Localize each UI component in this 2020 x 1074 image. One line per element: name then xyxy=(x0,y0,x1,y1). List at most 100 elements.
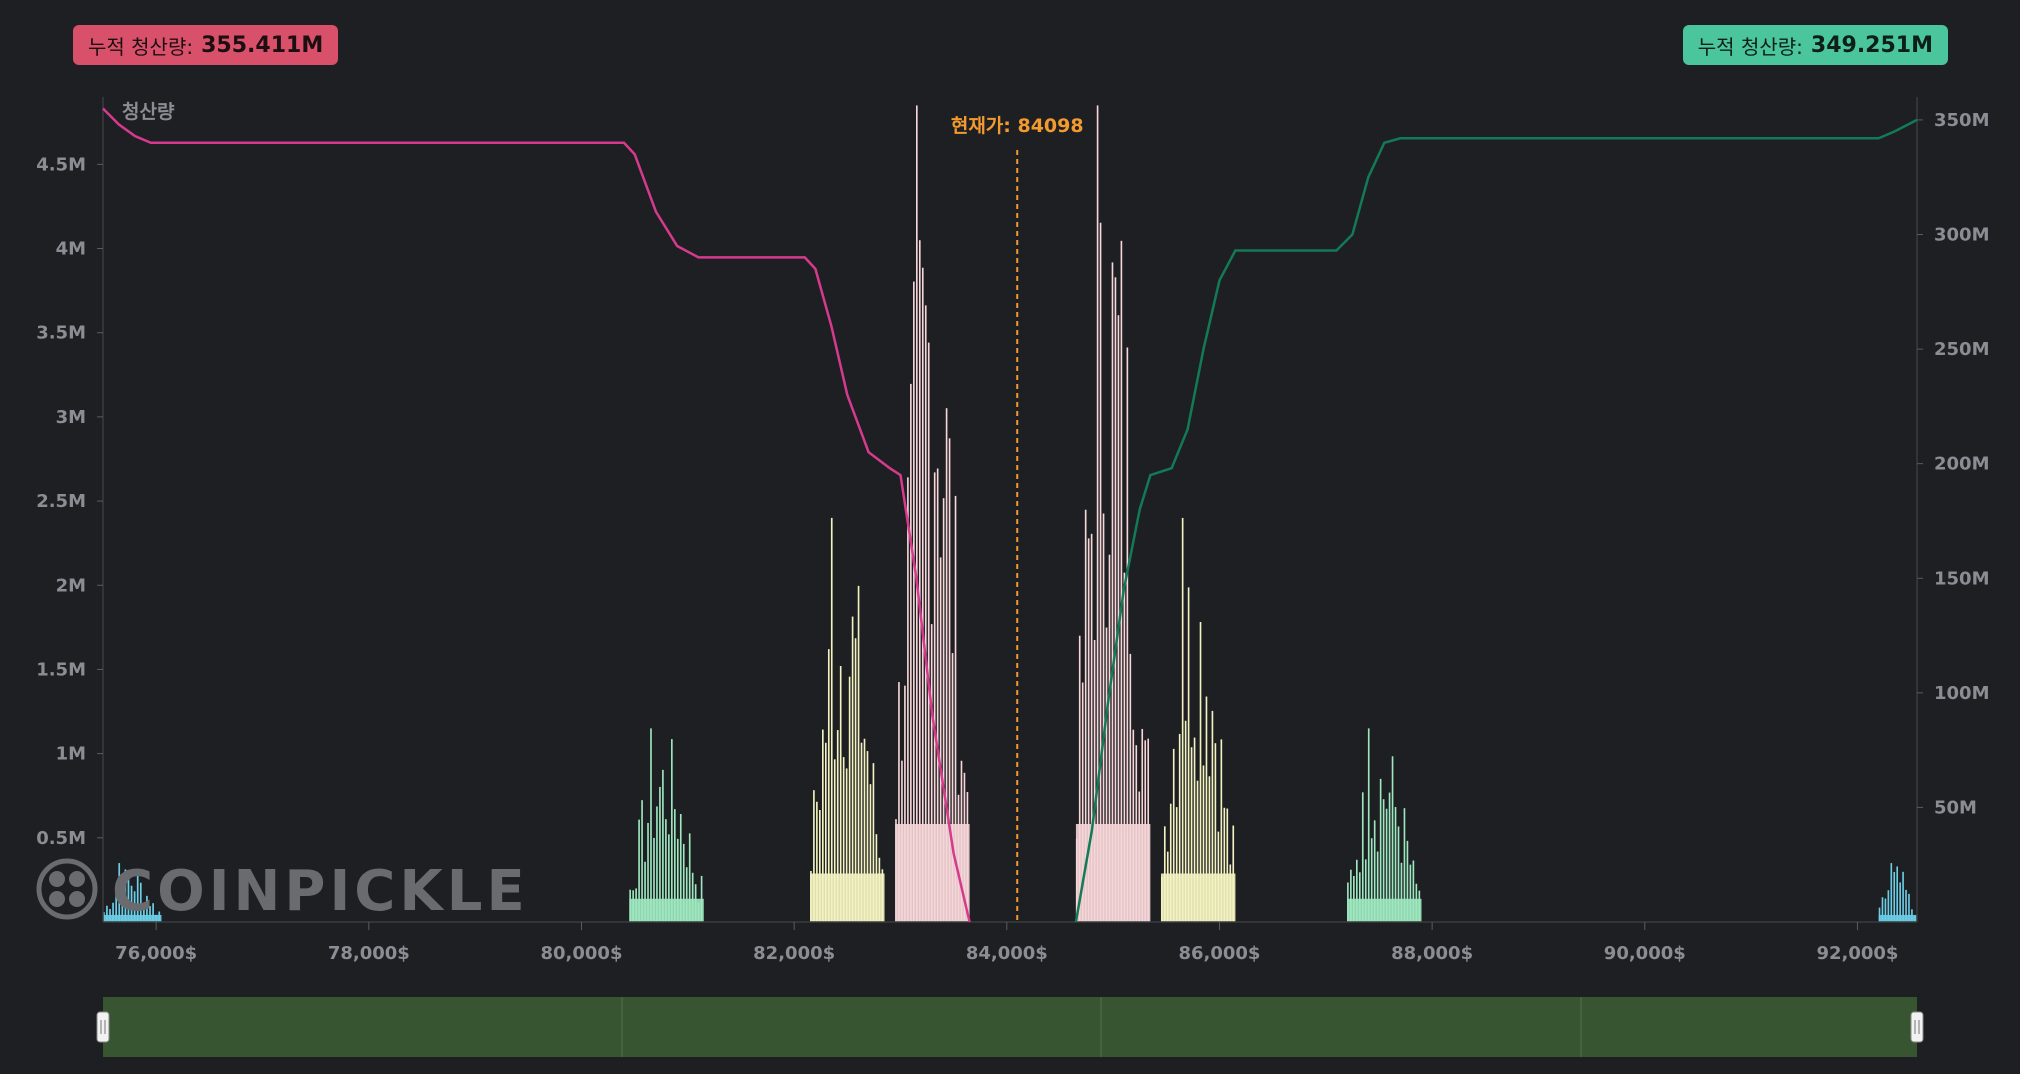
bar xyxy=(124,869,127,922)
watermark-text: COINPICKLE xyxy=(112,859,529,924)
right-badge-value: 349.251M xyxy=(1810,32,1933,58)
bar xyxy=(1184,720,1187,922)
left-badge-value: 355.411M xyxy=(201,32,324,58)
bar xyxy=(1160,877,1163,922)
logo-dot-icon xyxy=(49,871,65,887)
cumulative-lines xyxy=(102,107,1918,923)
bar xyxy=(827,649,830,922)
bar xyxy=(685,867,688,922)
right-axis-tick-label: 100M xyxy=(1934,683,1990,704)
bar xyxy=(924,305,927,922)
x-axis-tick-label: 78,000$ xyxy=(328,943,410,964)
bar xyxy=(1199,621,1202,922)
bar xyxy=(966,792,969,922)
x-axis-tick-label: 90,000$ xyxy=(1604,943,1686,964)
bar xyxy=(854,638,857,922)
bar xyxy=(1914,916,1916,922)
bar xyxy=(115,893,118,922)
navigator-left-handle[interactable] xyxy=(96,1011,110,1043)
bar xyxy=(1208,776,1211,922)
bar xyxy=(895,819,897,922)
bar xyxy=(668,834,670,922)
left-axis-tick-label: 2.5M xyxy=(36,491,86,512)
handle-grip-icon[interactable] xyxy=(1910,1011,1924,1043)
bar xyxy=(1347,882,1349,922)
bar xyxy=(936,468,939,922)
bar xyxy=(878,857,881,922)
left-axis-tick-label: 4M xyxy=(56,239,86,260)
x-axis-tick-label: 82,000$ xyxy=(753,943,835,964)
bar xyxy=(1415,883,1418,922)
bar xyxy=(1190,747,1193,922)
bar xyxy=(916,105,918,923)
bar xyxy=(112,902,114,922)
bar xyxy=(1166,851,1169,922)
bar xyxy=(1388,792,1391,922)
bar xyxy=(1908,893,1910,922)
bar xyxy=(697,902,700,922)
bar xyxy=(1087,538,1090,922)
bar xyxy=(948,438,951,922)
bar xyxy=(676,838,679,922)
bar xyxy=(913,281,915,923)
navigator-right-handle[interactable] xyxy=(1910,1011,1924,1043)
bar xyxy=(638,819,640,922)
x-axis: 76,000$ 78,000$ 80,000$ 82,000$ 84,000$ 86,00… xyxy=(103,921,1917,964)
watermark: COINPICKLE xyxy=(36,858,529,924)
bar xyxy=(848,676,851,922)
bar xyxy=(1355,859,1358,922)
bar xyxy=(1163,826,1166,922)
bar xyxy=(143,903,145,922)
left-axis-tick-label: 0.5M xyxy=(36,828,86,849)
bar xyxy=(644,861,646,922)
handle-grip-icon[interactable] xyxy=(96,1011,110,1043)
bar xyxy=(1169,803,1172,922)
bar xyxy=(1099,222,1102,922)
bar xyxy=(822,729,824,922)
right-axis-tick-label: 250M xyxy=(1934,339,1990,360)
bar xyxy=(121,900,124,922)
bar xyxy=(1887,890,1890,922)
navigator-range[interactable] xyxy=(103,997,1917,1057)
bar xyxy=(1126,347,1129,922)
bar xyxy=(845,768,848,922)
bar xyxy=(857,585,860,922)
bar xyxy=(869,784,872,922)
bar xyxy=(1105,627,1108,922)
bar xyxy=(1400,862,1403,922)
bar xyxy=(1141,728,1144,922)
range-navigator[interactable] xyxy=(96,997,1924,1057)
bar xyxy=(954,495,957,922)
right-axis-tick-label: 300M xyxy=(1934,225,1990,246)
bar xyxy=(1229,864,1232,922)
bar xyxy=(1078,635,1081,922)
bar xyxy=(842,757,845,922)
bar xyxy=(898,682,900,922)
right-axis-tick-label: 350M xyxy=(1934,110,1990,131)
left-axis-tick-label: 3.5M xyxy=(36,323,86,344)
bar xyxy=(824,742,827,922)
bar xyxy=(1217,831,1220,922)
bar xyxy=(1223,807,1226,922)
bar xyxy=(933,472,936,922)
bar xyxy=(810,870,812,922)
bar xyxy=(957,794,960,922)
bar xyxy=(1358,872,1361,922)
bar xyxy=(1084,509,1087,922)
bar xyxy=(930,624,933,922)
bar xyxy=(1391,756,1394,922)
bar xyxy=(1214,743,1217,922)
bar xyxy=(833,759,836,922)
left-axis-tick-label: 1.5M xyxy=(36,659,86,680)
bar xyxy=(659,786,661,922)
bar xyxy=(650,728,652,922)
bar xyxy=(1175,807,1178,922)
bar xyxy=(1418,890,1421,922)
right-cumulative-badge: 누적 청산량: 349.251M xyxy=(1682,25,1948,65)
bar xyxy=(863,738,866,922)
bar xyxy=(1075,838,1078,922)
bar xyxy=(1406,840,1409,922)
bar xyxy=(118,863,121,922)
bar xyxy=(1081,682,1084,922)
bar xyxy=(1178,733,1181,922)
